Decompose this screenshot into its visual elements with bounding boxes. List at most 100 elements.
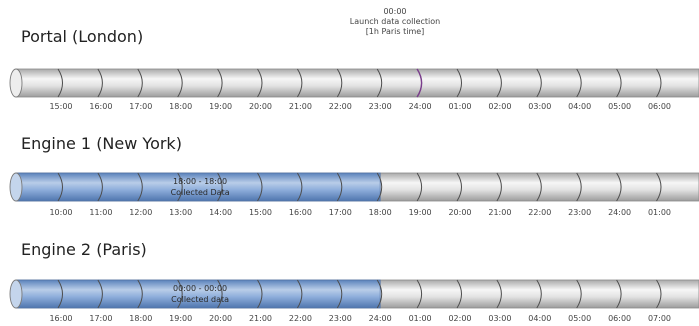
- tick-label: 12:00: [129, 208, 152, 217]
- tick-label: 02:00: [448, 314, 471, 323]
- tick-label: 05:00: [608, 102, 631, 111]
- segment-divider: [416, 172, 423, 202]
- tick-label: 06:00: [648, 102, 671, 111]
- tick-label: 21:00: [289, 102, 312, 111]
- segment-divider: [656, 68, 662, 98]
- tick-label: 24:00: [608, 208, 631, 217]
- tick-label: 23:00: [369, 102, 392, 111]
- tick-label: 17:00: [329, 208, 352, 217]
- segment-divider: [217, 68, 223, 98]
- segment-divider: [97, 172, 103, 202]
- timeline-title-engine-1-new-york: Engine 1 (New York): [21, 134, 182, 153]
- segment-divider: [137, 68, 143, 98]
- tick-label: 17:00: [89, 314, 112, 323]
- tick-label: 18:00: [369, 208, 392, 217]
- cylinder-end-cap: [9, 68, 23, 98]
- segment-divider: [536, 68, 542, 98]
- segment-divider: [217, 279, 223, 309]
- tick-label: 16:00: [289, 208, 312, 217]
- tick-label: 20:00: [209, 314, 232, 323]
- segment-divider: [616, 172, 622, 202]
- segment-divider: [456, 68, 462, 98]
- tick-label: 04:00: [528, 314, 551, 323]
- tick-label: 11:00: [89, 208, 112, 217]
- collected-range-label: 00:00 - 00:00: [173, 284, 227, 293]
- segment-divider: [576, 68, 582, 98]
- segment-divider: [336, 68, 343, 98]
- segment-divider: [57, 68, 63, 98]
- launch-annotation-line2: [1h Paris time]: [365, 27, 425, 36]
- segment-divider: [536, 172, 542, 202]
- tick-label: 03:00: [528, 102, 551, 111]
- segment-divider: [296, 68, 303, 98]
- tick-label: 22:00: [289, 314, 312, 323]
- tick-label: 06:00: [608, 314, 631, 323]
- tick-label: 15:00: [49, 102, 72, 111]
- tick-label: 19:00: [209, 102, 232, 111]
- collected-data-label: Collected data: [171, 295, 229, 304]
- segment-divider: [616, 68, 622, 98]
- timeline-cylinder: [15, 68, 699, 98]
- launch-annotation: 00:00 Launch data collection [1h Paris t…: [325, 7, 465, 37]
- cylinder-end-cap: [9, 279, 23, 309]
- collected-data-bar: [15, 279, 381, 309]
- segment-divider: [336, 279, 343, 309]
- segment-divider: [376, 279, 383, 309]
- segment-divider: [656, 279, 662, 309]
- tick-label: 01:00: [448, 102, 471, 111]
- segment-divider: [336, 172, 343, 202]
- tick-label: 21:00: [249, 314, 272, 323]
- tick-label: 16:00: [89, 102, 112, 111]
- segment-divider: [97, 279, 103, 309]
- tick-label: 24:00: [369, 314, 392, 323]
- timeline-title-engine-2-paris: Engine 2 (Paris): [21, 240, 147, 259]
- segment-divider: [257, 68, 263, 98]
- segment-divider: [536, 279, 542, 309]
- segment-divider: [496, 279, 502, 309]
- segment-divider: [97, 68, 103, 98]
- segment-divider: [137, 172, 143, 202]
- segment-divider: [656, 172, 662, 202]
- tick-label: 18:00: [169, 102, 192, 111]
- segment-divider: [257, 279, 263, 309]
- tick-label: 03:00: [488, 314, 511, 323]
- tick-label: 16:00: [49, 314, 72, 323]
- tick-label: 24:00: [409, 102, 432, 111]
- timeline-title-portal-london: Portal (London): [21, 27, 144, 46]
- segment-divider: [296, 172, 303, 202]
- segment-divider: [257, 172, 263, 202]
- tick-label: 20:00: [249, 102, 272, 111]
- collected-data-label: Collected Data: [171, 188, 230, 197]
- tick-label: 23:00: [329, 314, 352, 323]
- segment-divider: [296, 279, 303, 309]
- tick-label: 04:00: [568, 102, 591, 111]
- segment-divider: [456, 172, 462, 202]
- segment-divider: [576, 279, 582, 309]
- segment-divider: [137, 279, 143, 309]
- segment-divider: [416, 279, 423, 309]
- cylinder-end-cap: [9, 172, 23, 202]
- segment-divider: [616, 279, 622, 309]
- segment-divider: [376, 172, 383, 202]
- segment-divider: [576, 172, 582, 202]
- tick-label: 18:00: [129, 314, 152, 323]
- tick-label: 05:00: [568, 314, 591, 323]
- tick-label: 21:00: [488, 208, 511, 217]
- launch-marker: [416, 68, 423, 98]
- tick-label: 10:00: [49, 208, 72, 217]
- tick-label: 23:00: [568, 208, 591, 217]
- segment-divider: [57, 172, 63, 202]
- tick-label: 07:00: [648, 314, 671, 323]
- tick-label: 17:00: [129, 102, 152, 111]
- segment-divider: [57, 279, 63, 309]
- tick-label: 22:00: [329, 102, 352, 111]
- tick-label: 01:00: [409, 314, 432, 323]
- segment-divider: [177, 172, 183, 202]
- tick-label: 01:00: [648, 208, 671, 217]
- segment-divider: [177, 279, 183, 309]
- segment-divider: [456, 279, 462, 309]
- launch-annotation-time: 00:00: [383, 7, 407, 16]
- tick-label: 15:00: [249, 208, 272, 217]
- tick-label: 13:00: [169, 208, 192, 217]
